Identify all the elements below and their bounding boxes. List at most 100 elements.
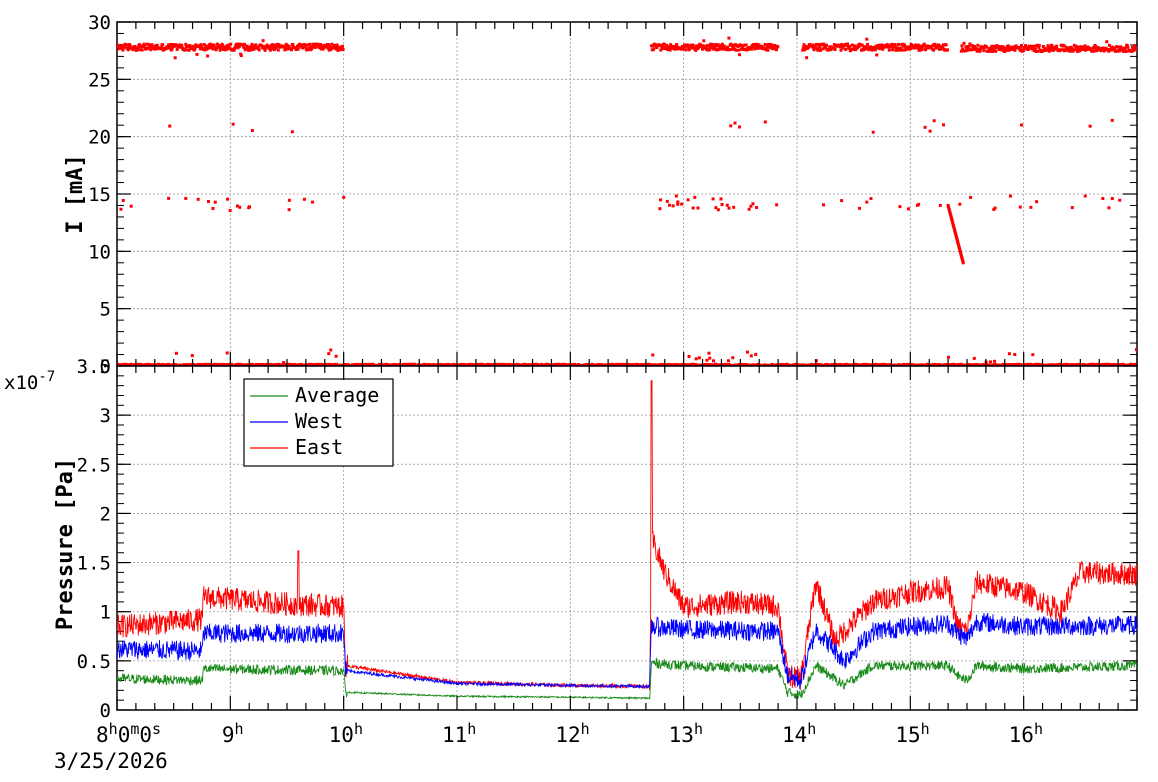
current-point — [1094, 44, 1098, 48]
current-point — [726, 45, 730, 49]
current-point — [989, 46, 993, 50]
current-point — [732, 205, 736, 209]
current-point — [894, 48, 898, 52]
pressure-y-tick-label: 2.5 — [77, 454, 111, 476]
current-point — [912, 46, 916, 50]
current-point — [655, 45, 659, 49]
current-data-points — [117, 36, 1137, 366]
current-point — [961, 47, 965, 51]
current-point — [727, 36, 731, 40]
current-point — [306, 43, 310, 47]
current-point — [136, 47, 140, 51]
current-point — [674, 194, 678, 198]
current-point — [987, 46, 991, 50]
current-point — [168, 44, 172, 48]
current-point — [984, 45, 988, 49]
current-point — [117, 42, 119, 46]
current-point — [1092, 46, 1096, 50]
current-point — [974, 46, 978, 50]
current-point — [1110, 197, 1114, 201]
current-point — [1121, 49, 1125, 53]
current-point — [1105, 40, 1109, 44]
current-point — [184, 196, 188, 200]
current-point — [1031, 353, 1035, 357]
current-point — [310, 47, 314, 51]
current-y-tick-label: 30 — [88, 12, 111, 34]
current-point — [1019, 45, 1023, 49]
current-point — [673, 44, 677, 48]
pressure-multiplier: x10-7 — [4, 369, 55, 394]
current-point — [1008, 194, 1012, 198]
current-point — [1005, 47, 1009, 51]
current-point — [242, 46, 246, 50]
current-point — [246, 46, 250, 50]
current-point — [691, 206, 695, 210]
current-point — [126, 48, 130, 52]
current-point — [206, 199, 210, 203]
current-point — [871, 130, 875, 134]
current-point — [1013, 353, 1017, 357]
current-point — [167, 46, 171, 50]
current-point — [316, 42, 320, 46]
current-point — [958, 202, 962, 206]
current-point — [1125, 43, 1129, 47]
current-point — [936, 45, 940, 49]
current-point — [932, 48, 936, 52]
current-point — [873, 48, 877, 52]
current-point — [1083, 194, 1087, 198]
current-point — [317, 46, 321, 50]
current-point — [739, 44, 743, 48]
current-point — [262, 45, 266, 49]
current-point — [1088, 124, 1092, 128]
current-point — [945, 48, 949, 52]
current-point — [215, 46, 219, 50]
current-point — [184, 42, 188, 46]
current-point — [686, 43, 690, 47]
current-point — [1134, 364, 1137, 366]
x-tick-label: 11h — [442, 720, 476, 747]
current-point — [893, 43, 897, 47]
current-point — [902, 43, 906, 47]
current-point — [990, 49, 994, 53]
current-point — [669, 43, 673, 47]
current-point — [771, 47, 775, 51]
current-point — [660, 47, 664, 51]
current-point — [321, 47, 325, 51]
current-point — [1133, 45, 1137, 49]
current-point — [308, 42, 312, 46]
current-point — [1089, 47, 1093, 51]
current-point — [652, 48, 656, 52]
current-point — [261, 39, 265, 43]
current-point — [1126, 45, 1130, 49]
current-point — [311, 200, 315, 204]
current-point — [840, 199, 844, 203]
current-point — [775, 48, 779, 52]
current-point — [319, 47, 323, 51]
x-tick-label: 14h — [782, 720, 816, 747]
current-point — [180, 44, 184, 48]
current-point — [1084, 48, 1088, 52]
current-point — [202, 43, 206, 47]
current-point — [270, 45, 274, 49]
current-point — [143, 43, 147, 47]
current-point — [765, 46, 769, 50]
current-point — [1092, 49, 1096, 53]
current-point — [737, 53, 741, 57]
current-point — [272, 48, 276, 52]
current-y-tick-label: 20 — [88, 127, 111, 149]
current-point — [687, 46, 691, 50]
current-point — [126, 43, 130, 47]
current-point — [229, 42, 233, 46]
current-point — [744, 43, 748, 47]
current-point — [944, 43, 948, 47]
current-point — [943, 48, 947, 52]
current-point — [196, 197, 200, 201]
current-point — [1073, 48, 1077, 52]
current-point — [247, 206, 251, 210]
current-point — [738, 125, 742, 129]
current-point — [753, 47, 757, 51]
current-point — [252, 47, 256, 51]
current-point — [719, 46, 723, 50]
current-point — [232, 48, 236, 52]
current-point — [899, 46, 903, 50]
